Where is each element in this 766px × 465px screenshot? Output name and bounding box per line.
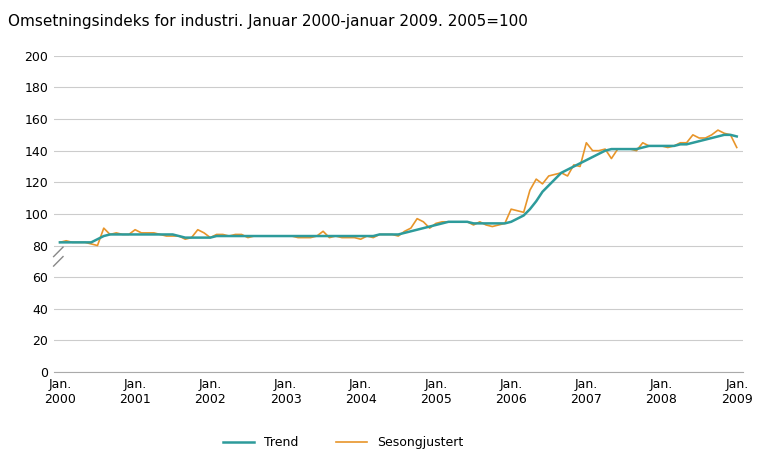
Sesongjustert [425, 226, 434, 231]
Trend [425, 224, 434, 229]
Sesongjustert [93, 243, 102, 248]
Sesongjustert [55, 239, 64, 245]
Trend [419, 226, 428, 231]
Sesongjustert [506, 206, 516, 212]
Sesongjustert [713, 127, 722, 133]
Trend [719, 132, 728, 138]
Trend [106, 232, 115, 237]
Sesongjustert [732, 145, 741, 150]
Trend [500, 220, 509, 226]
Sesongjustert [250, 233, 259, 239]
Trend [55, 239, 64, 245]
Sesongjustert [287, 233, 296, 239]
Trend [732, 133, 741, 139]
Sesongjustert [112, 230, 121, 236]
Legend: Trend, Sesongjustert: Trend, Sesongjustert [218, 431, 469, 454]
Line: Sesongjustert: Sesongjustert [60, 130, 737, 246]
Sesongjustert [431, 220, 440, 226]
Trend [244, 233, 253, 239]
Trend [281, 233, 290, 239]
Line: Trend: Trend [60, 135, 737, 242]
Text: Omsetningsindeks for industri. Januar 2000-januar 2009. 2005=100: Omsetningsindeks for industri. Januar 20… [8, 14, 528, 29]
